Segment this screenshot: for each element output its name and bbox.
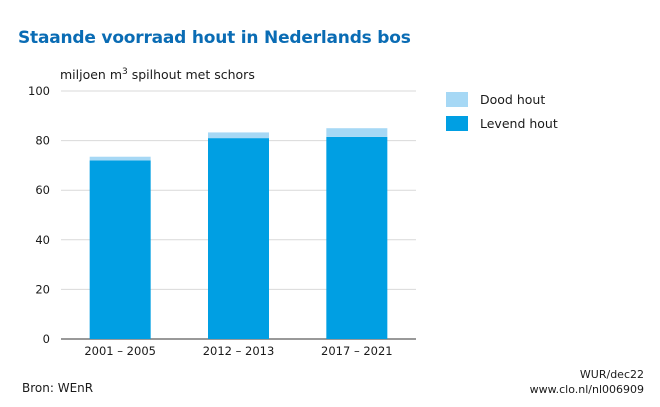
- bar-levend-0: [89, 160, 151, 339]
- url-line: www.clo.nl/nl006909: [529, 383, 644, 396]
- bar-dood-1: [208, 132, 269, 139]
- bar-dood-2: [326, 128, 388, 137]
- y-tick-label: 60: [35, 183, 50, 197]
- bar-levend-2: [326, 136, 388, 339]
- x-tick-label: 2012 – 2013: [203, 344, 275, 358]
- chart-title: Staande voorraad hout in Nederlands bos: [18, 28, 411, 48]
- legend-swatch-levend-hout: [446, 115, 468, 131]
- legend: Dood hout Levend hout: [446, 90, 558, 138]
- legend-label-dood-hout: Dood hout: [480, 91, 546, 107]
- bar-levend-1: [208, 138, 269, 339]
- credit-block: WUR/dec22 www.clo.nl/nl006909: [530, 367, 644, 397]
- y-tick-label: 100: [28, 84, 50, 98]
- y-tick-label: 0: [43, 332, 50, 346]
- source-note: Bron: WEnR: [22, 381, 94, 395]
- bar-dood-0: [89, 156, 151, 161]
- legend-label-levend-hout: Levend hout: [480, 115, 558, 131]
- y-axis-label-superscript: 3: [122, 67, 128, 77]
- y-axis-label-unit: miljoen m: [60, 67, 123, 83]
- y-tick-label: 40: [35, 233, 50, 247]
- y-axis-label-rest: spilhout met schors: [127, 67, 255, 83]
- x-tick-label: 2017 – 2021: [321, 344, 393, 358]
- credit-line: WUR/dec22: [579, 368, 644, 381]
- legend-item-levend-hout: Levend hout: [446, 114, 558, 132]
- legend-item-dood-hout: Dood hout: [446, 90, 558, 108]
- y-tick-label: 80: [35, 134, 50, 148]
- x-tick-label: 2001 – 2005: [84, 344, 156, 358]
- legend-swatch-dood-hout: [446, 91, 468, 107]
- y-tick-label: 20: [35, 282, 50, 296]
- y-axis-label: miljoen m3 spilhout met schors: [60, 67, 255, 82]
